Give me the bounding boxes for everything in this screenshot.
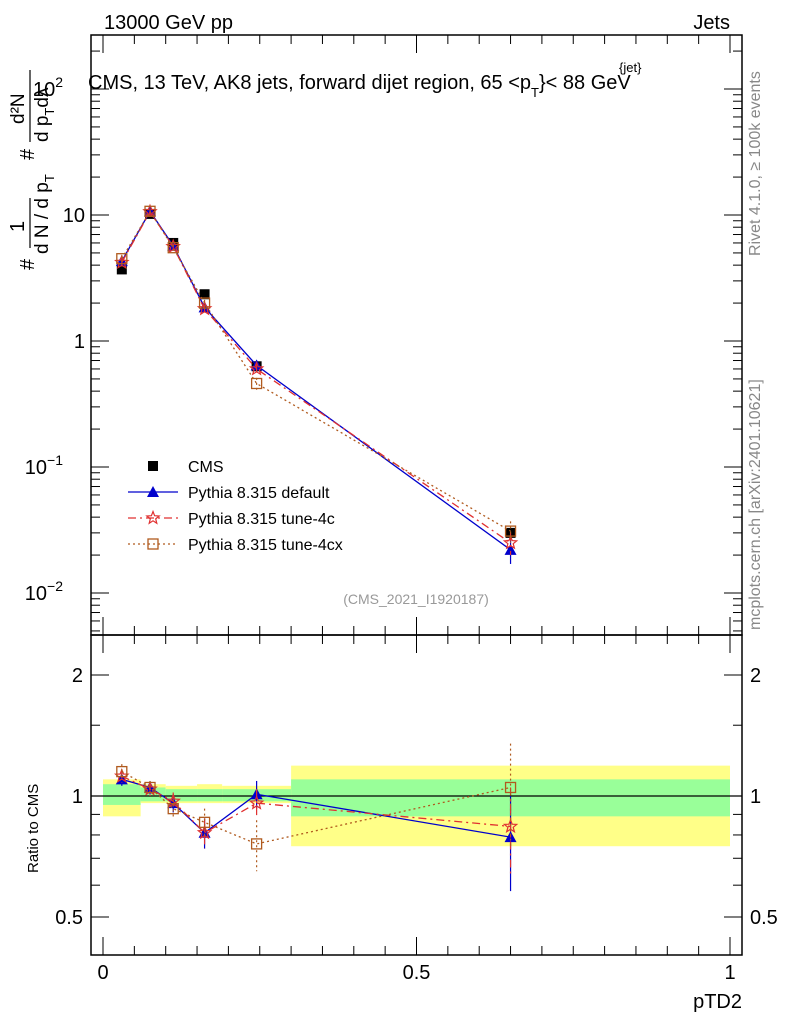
ratio-band-green (197, 789, 223, 802)
legend-marker-pythia-8-315-tune-4cx (147, 538, 159, 550)
ratio-y-tick-label: 1 (750, 786, 761, 808)
legend-label-pythia-8-315-default: Pythia 8.315 default (188, 485, 330, 502)
ylabel-d2n: d²N (8, 93, 29, 124)
mcplots-label: mcplots.cern.ch [arXiv:2401.10621] (747, 379, 764, 630)
ylabel-one: 1 (7, 221, 29, 232)
ratio-point-pythia-8-315-tune-4cx (167, 803, 179, 815)
ylabel-dlambda: dλ (32, 87, 53, 108)
x-tick-label: 0 (97, 962, 108, 984)
header-left: 13000 GeV pp (104, 12, 233, 34)
main-ylabel: # 1 d N / d pT # d²N d pTdλ (7, 70, 57, 270)
ratio-y-tick-label: 1 (72, 786, 83, 808)
ylabel-hash-a: # (17, 258, 39, 270)
title-sub: T (531, 85, 539, 100)
svg-text:#: # (17, 148, 39, 160)
ratio-band-green (103, 784, 141, 805)
data-point-pythia-8-315-tune-4cx (504, 525, 517, 537)
svg-text:d pTdλ: d pTdλ (32, 87, 57, 142)
analysis-watermark: (CMS_2021_I1920187) (343, 591, 489, 607)
y-tick-label: 10−2 (25, 578, 63, 605)
data-point-cms (116, 264, 127, 275)
ylabel-hash-b: # (17, 148, 39, 160)
data-point-pythia-8-315-tune-4cx (250, 377, 263, 390)
legend-label-cms: CMS (188, 459, 224, 476)
svg-text:1: 1 (7, 221, 29, 232)
data-point-pythia-8-315-tune-4cx (167, 242, 179, 254)
svg-text:d N / d pT: d N / d pT (32, 174, 57, 254)
legend-label-pythia-8-315-tune-4cx: Pythia 8.315 tune-4cx (188, 537, 343, 554)
data-point-pythia-8-315-tune-4c (248, 360, 265, 376)
ratio-point-pythia-8-315-tune-4cx (198, 816, 211, 828)
data-point-pythia-8-315-tune-4c (502, 534, 519, 550)
ratio-point-pythia-8-315-tune-4cx (116, 765, 128, 778)
ylabel-t1: T (42, 174, 57, 182)
ratio-point-pythia-8-315-tune-4cx (504, 781, 517, 794)
data-point-cms (199, 289, 210, 300)
data-point-pythia-8-315-tune-4cx (198, 297, 211, 309)
ratio-ylabel: Ratio to CMS (25, 784, 42, 873)
title-before: CMS, 13 TeV, AK8 jets, forward dijet reg… (88, 72, 531, 94)
xlabel: pTD2 (693, 991, 742, 1013)
header-right: Jets (693, 12, 730, 34)
ratio-point-pythia-8-315-tune-4cx (250, 838, 263, 850)
title-after: }< 88 GeV (539, 72, 631, 94)
y-tick-label: 10 (63, 205, 85, 227)
ratio-y-tick-label: 2 (750, 665, 761, 687)
ylabel-t2: T (42, 108, 57, 116)
rivet-label: Rivet 4.1.0, ≥ 100k events (747, 71, 764, 256)
x-tick-label: 0.5 (403, 962, 431, 984)
ratio-point-pythia-8-315-tune-4c (248, 794, 265, 810)
ratio-y-tick-label: 0.5 (55, 907, 83, 929)
ratio-point-pythia-8-315-tune-4cx (144, 781, 156, 794)
legend-marker-pythia-8-315-tune-4c (145, 509, 161, 525)
ylabel-dn: d N / d p (32, 182, 53, 254)
legend: CMS Pythia 8.315 default Pythia 8.315 tune… (128, 459, 343, 554)
x-tick-label: 1 (724, 962, 735, 984)
ratio-plot-area: 0 0.5 1 0.5 0.5 1 1 2 2 (55, 634, 778, 984)
legend-marker-cms (148, 461, 158, 471)
svg-text:d²N: d²N (8, 93, 29, 124)
y-tick-label: 10−1 (25, 452, 63, 479)
y-tick-label: 1 (74, 331, 85, 353)
title-sup: {jet} (619, 60, 642, 75)
series-line-pythia-8-315-tune-4cx (121, 210, 511, 532)
svg-text:#: # (17, 258, 39, 270)
main-plot-area: 10−2 10−1 1 10 102 CMS Pythia 8.315 default Pyt… (25, 34, 743, 636)
ratio-y-tick-label: 2 (72, 665, 83, 687)
plot-title: CMS, 13 TeV, AK8 jets, forward dijet reg… (88, 72, 631, 100)
legend-label-pythia-8-315-tune-4c: Pythia 8.315 tune-4c (188, 511, 335, 528)
ylabel-dp: d p (32, 116, 53, 142)
data-point-pythia-8-315-default (504, 543, 517, 555)
y-tick-label: 102 (33, 74, 63, 101)
ratio-y-tick-label: 0.5 (750, 907, 778, 929)
legend-marker-pythia-8-315-default (147, 486, 159, 497)
data-point-pythia-8-315-tune-4cx (116, 253, 128, 265)
data-point-pythia-8-315-tune-4cx (144, 205, 156, 217)
